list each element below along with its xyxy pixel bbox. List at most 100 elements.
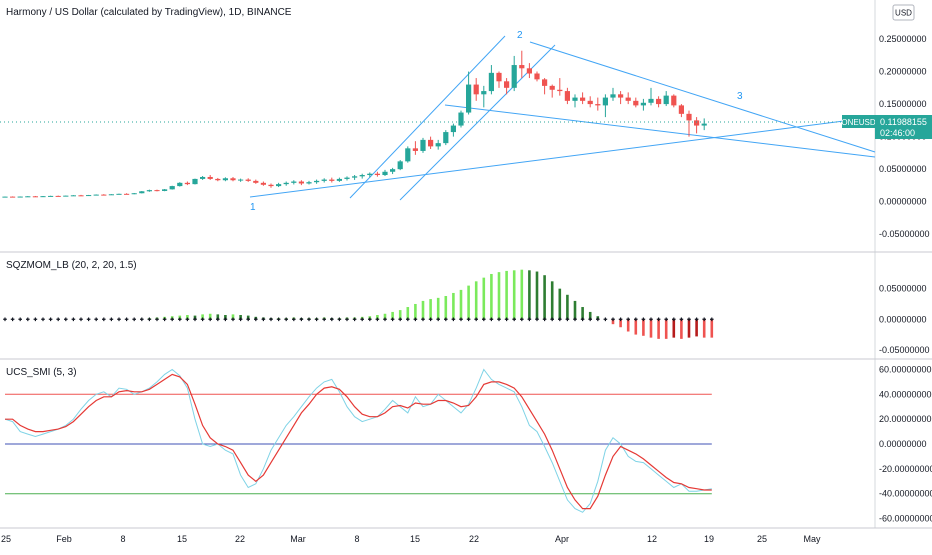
candle-body	[230, 178, 236, 181]
time-tick-label: 22	[469, 534, 479, 544]
candle-body	[610, 94, 616, 98]
squeeze-dot	[383, 317, 387, 322]
candle-body	[534, 73, 540, 80]
squeeze-dot	[117, 317, 121, 322]
squeeze-dot	[185, 317, 190, 322]
squeeze-dot	[428, 317, 433, 322]
squeeze-dot	[79, 317, 83, 322]
squeeze-dot	[162, 317, 167, 322]
squeeze-dot	[276, 317, 281, 322]
wedge-lower-line[interactable]	[444, 104, 876, 158]
squeeze-dot	[649, 317, 653, 322]
squeeze-dot	[178, 317, 182, 322]
candle-body	[481, 91, 487, 95]
squeeze-dot	[520, 317, 524, 322]
wedge-upper-line[interactable]	[529, 41, 876, 153]
squeeze-dot	[124, 317, 129, 322]
candle-body	[169, 186, 175, 190]
squeeze-dot	[596, 317, 600, 322]
smi-tick-label: -20.00000000	[879, 464, 932, 474]
squeeze-dot	[413, 317, 418, 322]
squeeze-dot	[147, 317, 152, 322]
squeeze-dot	[71, 317, 76, 322]
candlestick-series	[2, 50, 707, 198]
candle-body	[177, 182, 183, 187]
squeeze-dot	[527, 317, 532, 322]
squeeze-dot	[588, 317, 592, 322]
squeeze-dot	[41, 317, 45, 322]
candle-body	[25, 196, 31, 198]
squeeze-dot	[679, 317, 684, 322]
candle-body	[602, 97, 608, 106]
squeeze-dot	[687, 317, 691, 322]
squeeze-dot	[102, 317, 106, 322]
time-axis: 25 Feb 8 15 22 Mar 8 15 22 Apr 12 19 25 May	[1, 534, 821, 544]
sqzmom-title: SQZMOM_LB (20, 2, 20, 1.5)	[6, 260, 137, 271]
candle-body	[48, 195, 54, 197]
time-tick-label: 15	[410, 534, 420, 544]
squeeze-dot	[421, 317, 425, 322]
smi-signal-line	[5, 373, 712, 510]
candle-body	[701, 123, 707, 126]
candle-body	[78, 195, 84, 197]
squeeze-dot	[200, 317, 205, 322]
chart-title: Harmony / US Dollar (calculated by Tradi…	[6, 7, 292, 18]
squeeze-dot	[216, 317, 220, 322]
price-tick-label: 0.20000000	[879, 67, 927, 77]
squeeze-dot	[702, 317, 706, 322]
candle-body	[580, 97, 586, 101]
squeeze-dot	[558, 317, 562, 322]
momentum-axis: 0.05000000 0.00000000 -0.05000000	[879, 284, 930, 355]
candle-body	[116, 193, 122, 195]
smi-tick-label: -40.00000000	[879, 489, 932, 499]
smi-tick-label: 40.00000000	[879, 389, 932, 399]
candle-body	[321, 179, 327, 181]
channel-upper-line[interactable]	[349, 35, 506, 199]
candle-body	[124, 193, 130, 195]
candle-body	[367, 173, 373, 176]
squeeze-dot	[345, 317, 349, 322]
candle-body	[86, 195, 92, 197]
candle-body	[245, 179, 251, 181]
candle-body	[511, 65, 517, 88]
candle-body	[443, 132, 449, 144]
squeeze-dot	[56, 317, 60, 322]
squeeze-dot	[664, 317, 668, 322]
time-tick-label: 19	[704, 534, 714, 544]
candle-body	[694, 120, 700, 126]
squeeze-dot	[444, 317, 448, 322]
candle-body	[32, 196, 38, 198]
squeeze-dot	[451, 317, 456, 322]
candle-body	[314, 180, 320, 183]
trendline-support[interactable]	[249, 116, 876, 198]
squeeze-dot	[565, 317, 570, 322]
squeeze-dot	[390, 317, 395, 322]
candle-body	[625, 97, 631, 101]
candle-body	[549, 85, 555, 90]
time-tick-label: 25	[757, 534, 767, 544]
wave-label-3: 3	[737, 91, 743, 102]
squeeze-dot	[292, 317, 296, 322]
currency-button[interactable]	[892, 4, 915, 21]
price-tick-label: 0.05000000	[879, 164, 927, 174]
candle-body	[184, 182, 190, 185]
candle-body	[139, 191, 145, 194]
candle-body	[222, 178, 228, 181]
candle-body	[260, 182, 266, 185]
candle-body	[63, 195, 69, 197]
squeeze-dot	[512, 317, 516, 322]
candle-body	[648, 98, 654, 103]
smi-tick-label: 0.00000000	[879, 439, 927, 449]
trend-lines[interactable]	[249, 35, 876, 201]
squeeze-dot	[86, 317, 91, 322]
ticker-tag-label: ONEUSD	[841, 118, 875, 127]
squeeze-dot	[611, 317, 615, 322]
squeeze-dot	[314, 317, 319, 322]
candle-body	[405, 148, 411, 162]
candle-body	[587, 100, 593, 105]
price-tick-label: -0.05000000	[879, 229, 930, 239]
time-tick-label: 15	[177, 534, 187, 544]
candle-body	[640, 102, 646, 106]
candle-body	[557, 89, 563, 92]
